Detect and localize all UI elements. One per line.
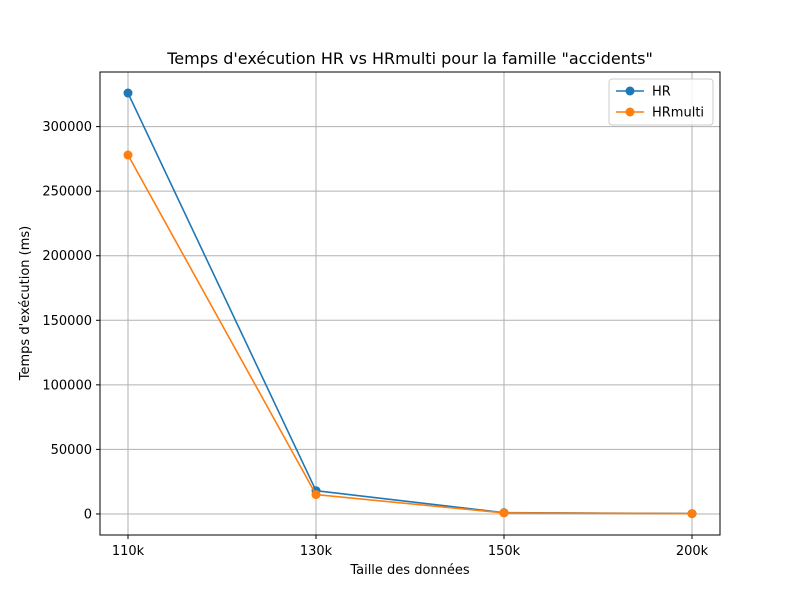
y-tick-label: 100000 bbox=[42, 378, 92, 393]
data-point-hr bbox=[123, 88, 133, 98]
series-line-hrmulti bbox=[127, 154, 693, 515]
x-tick-label: 110k bbox=[112, 544, 145, 559]
plot-frame bbox=[99, 71, 721, 536]
y-tick-label: 300000 bbox=[42, 120, 92, 135]
data-point-hrmulti bbox=[123, 150, 133, 160]
legend-label-hr: HR bbox=[652, 85, 671, 100]
y-axis-label: Temps d'exécution (ms) bbox=[18, 226, 33, 381]
data-point-hrmulti bbox=[311, 490, 321, 500]
data-point-hrmulti bbox=[687, 509, 697, 519]
series-layer bbox=[123, 88, 697, 519]
chart-title: Temps d'exécution HR vs HRmulti pour la … bbox=[166, 49, 653, 68]
data-point-hrmulti bbox=[499, 508, 509, 518]
grid-layer bbox=[100, 72, 720, 535]
x-axis-label: Taille des données bbox=[349, 563, 470, 578]
ticks-layer: 110k 130k 150k 200k 0 50000 100000 150000 200000… bbox=[42, 120, 708, 559]
y-tick-label: 50000 bbox=[51, 443, 92, 458]
x-tick-label: 150k bbox=[488, 544, 521, 559]
series-line-hr bbox=[127, 92, 693, 515]
legend-marker-hr bbox=[625, 86, 635, 96]
y-tick-label: 0 bbox=[84, 507, 92, 522]
legend-label-hrmulti: HRmulti bbox=[652, 106, 704, 121]
x-tick-label: 200k bbox=[676, 544, 709, 559]
y-tick-label: 150000 bbox=[42, 314, 92, 329]
legend: HR HRmulti bbox=[608, 78, 714, 126]
y-tick-label: 250000 bbox=[42, 185, 92, 200]
axes-layer bbox=[99, 71, 721, 536]
x-tick-label: 130k bbox=[300, 544, 333, 559]
legend-marker-hrmulti bbox=[625, 107, 635, 117]
y-tick-label: 200000 bbox=[42, 249, 92, 264]
